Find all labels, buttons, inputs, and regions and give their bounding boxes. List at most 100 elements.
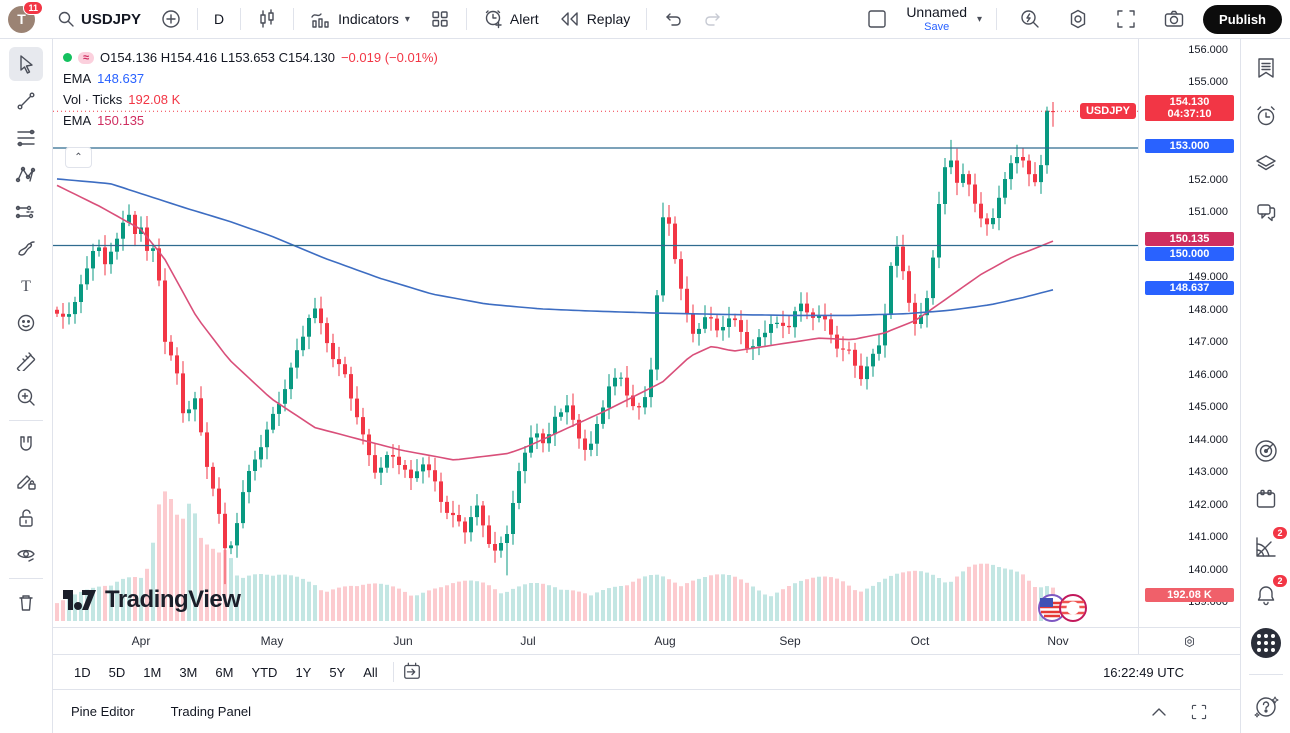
symbol-search-button[interactable]: USDJPY — [49, 6, 149, 32]
axis-settings-corner[interactable] — [1138, 628, 1240, 654]
emoji-tool[interactable] — [9, 306, 43, 340]
multichart-layout-button[interactable] — [422, 5, 458, 33]
price-axis-badge: 154.130 04:37:10 — [1145, 95, 1234, 121]
layers-icon — [1255, 155, 1276, 171]
range-button-6m[interactable]: 6M — [215, 664, 234, 680]
legend-ema-blue-row[interactable]: EMA 148.637 — [63, 71, 438, 86]
ideas-stream-button[interactable]: 2 — [1249, 527, 1287, 564]
trend-line-tool[interactable] — [9, 84, 43, 118]
prediction-tool[interactable] — [9, 195, 43, 229]
layout-name-button[interactable]: Unnamed Save — [906, 4, 968, 33]
lock-all-drawings-button[interactable] — [9, 501, 43, 535]
layout-square-icon — [868, 10, 887, 28]
publish-button[interactable]: Publish — [1203, 4, 1282, 34]
market-status-dot — [63, 53, 72, 62]
axis-gear-icon[interactable] — [1182, 634, 1197, 649]
unlock-icon — [19, 509, 33, 527]
alert-label: Alert — [509, 11, 539, 27]
price-tick: 146.000 — [1188, 368, 1228, 381]
legend-ohlc-row[interactable]: ≈ O154.136 H154.416 L153.653 C154.130 −0… — [63, 50, 438, 65]
indicators-label: Indicators — [338, 11, 399, 27]
redo-arrow-icon — [705, 13, 720, 26]
replay-button[interactable]: Replay — [551, 6, 639, 32]
quick-search-button[interactable] — [1011, 4, 1049, 34]
chat-button[interactable] — [1249, 195, 1283, 229]
range-button-5y[interactable]: 5Y — [329, 664, 346, 680]
screener-radar-button[interactable] — [1249, 434, 1283, 468]
range-button-1m[interactable]: 1M — [143, 664, 162, 680]
hide-drawings-button[interactable] — [9, 538, 43, 572]
legend-collapse-button[interactable]: ⌃ — [65, 147, 92, 168]
create-alert-button[interactable]: Alert — [475, 5, 547, 34]
compare-add-symbol-button[interactable] — [153, 5, 189, 33]
volume-label: Vol · Ticks — [63, 92, 123, 107]
chevron-down-icon[interactable]: ▾ — [404, 13, 410, 25]
layout-name: Unnamed — [906, 4, 968, 21]
object-tree-button[interactable] — [1249, 147, 1283, 181]
layout-chevron-icon[interactable]: ▾ — [977, 13, 983, 25]
range-button-3m[interactable]: 3M — [179, 664, 198, 680]
fullscreen-button[interactable] — [1107, 4, 1145, 34]
tradingview-logo-icon — [63, 590, 96, 610]
panel-maximize-icon[interactable] — [1190, 703, 1208, 721]
chart-settings-button[interactable] — [1059, 4, 1097, 34]
all-apps-button[interactable] — [1249, 626, 1283, 660]
range-button-1y[interactable]: 1Y — [295, 664, 312, 680]
pattern-xabcd-tool[interactable] — [9, 158, 43, 192]
calendar-button[interactable] — [1249, 482, 1283, 516]
watermark-text: TradingView — [105, 586, 241, 613]
time-axis-label-jul: Jul — [520, 634, 536, 648]
measure-tool[interactable] — [9, 343, 43, 377]
price-axis[interactable]: 156.000 155.000 152.000 151.000 149.000 148.0… — [1138, 39, 1240, 627]
range-button-all[interactable]: All — [363, 664, 378, 680]
price-tick: 143.000 — [1188, 466, 1228, 478]
text-tool[interactable]: T — [9, 269, 43, 303]
snapshot-button[interactable] — [1155, 4, 1193, 34]
volume-value: 192.08 K — [128, 92, 181, 107]
notification-badge: 11 — [23, 0, 43, 15]
indicators-button[interactable]: Indicators ▾ — [302, 5, 418, 33]
text-icon: T — [21, 278, 31, 295]
time-axis-labels[interactable]: Apr May Jun Jul Aug Sep Oct Nov — [53, 628, 1138, 654]
chart-style-button[interactable] — [249, 5, 285, 33]
alerts-button[interactable] — [1249, 99, 1283, 133]
time-axis[interactable]: Apr May Jun Jul Aug Sep Oct Nov — [53, 627, 1240, 654]
redo-button[interactable] — [695, 6, 731, 32]
save-layout-link[interactable]: Save — [924, 20, 950, 33]
cursor-tool[interactable] — [9, 47, 43, 81]
time-axis-label-aug: Aug — [654, 634, 676, 648]
remove-drawings-button[interactable] — [9, 585, 43, 619]
symbol-name: USDJPY — [81, 10, 142, 28]
range-button-5d[interactable]: 5D — [108, 664, 126, 680]
layout-manager-button[interactable] — [858, 4, 896, 34]
range-button-ytd[interactable]: YTD — [251, 664, 278, 680]
zoom-in-tool[interactable] — [9, 380, 43, 414]
help-button[interactable] — [1249, 689, 1283, 723]
watchlist-button[interactable] — [1249, 51, 1283, 85]
legend-volume-row[interactable]: Vol · Ticks 192.08 K — [63, 92, 438, 107]
range-button-1d[interactable]: 1D — [74, 664, 91, 680]
undo-button[interactable] — [655, 6, 691, 32]
magnet-mode-button[interactable] — [9, 427, 43, 461]
timeframe-button[interactable]: D — [214, 11, 225, 27]
pine-editor-tab[interactable]: Pine Editor — [71, 704, 135, 719]
xabcd-pattern-icon — [15, 166, 36, 183]
brush-tool[interactable] — [9, 232, 43, 266]
notifications-button[interactable]: 2 — [1249, 575, 1287, 612]
zoom-in-icon — [17, 388, 35, 406]
panel-expand-chevron-icon[interactable] — [1150, 706, 1168, 718]
timezone-clock[interactable]: 16:22:49 UTC — [1103, 664, 1184, 680]
projection-icon — [15, 205, 35, 219]
user-menu-button[interactable]: T 11 — [8, 0, 43, 33]
trend-line-icon — [17, 92, 35, 110]
price-tick: 149.000 — [1188, 271, 1228, 283]
legend-ema-pink-row[interactable]: EMA 150.135 — [63, 113, 438, 128]
drawing-mode-lock-button[interactable] — [9, 464, 43, 498]
goto-date-button[interactable] — [402, 661, 422, 684]
fib-retracement-tool[interactable] — [9, 121, 43, 155]
candlestick-chart[interactable] — [53, 39, 1138, 627]
trading-panel-tab[interactable]: Trading Panel — [170, 704, 252, 719]
price-chart[interactable]: ≈ O154.136 H154.416 L153.653 C154.130 −0… — [53, 39, 1138, 627]
gear-icon — [1070, 9, 1086, 29]
divider — [197, 8, 199, 30]
